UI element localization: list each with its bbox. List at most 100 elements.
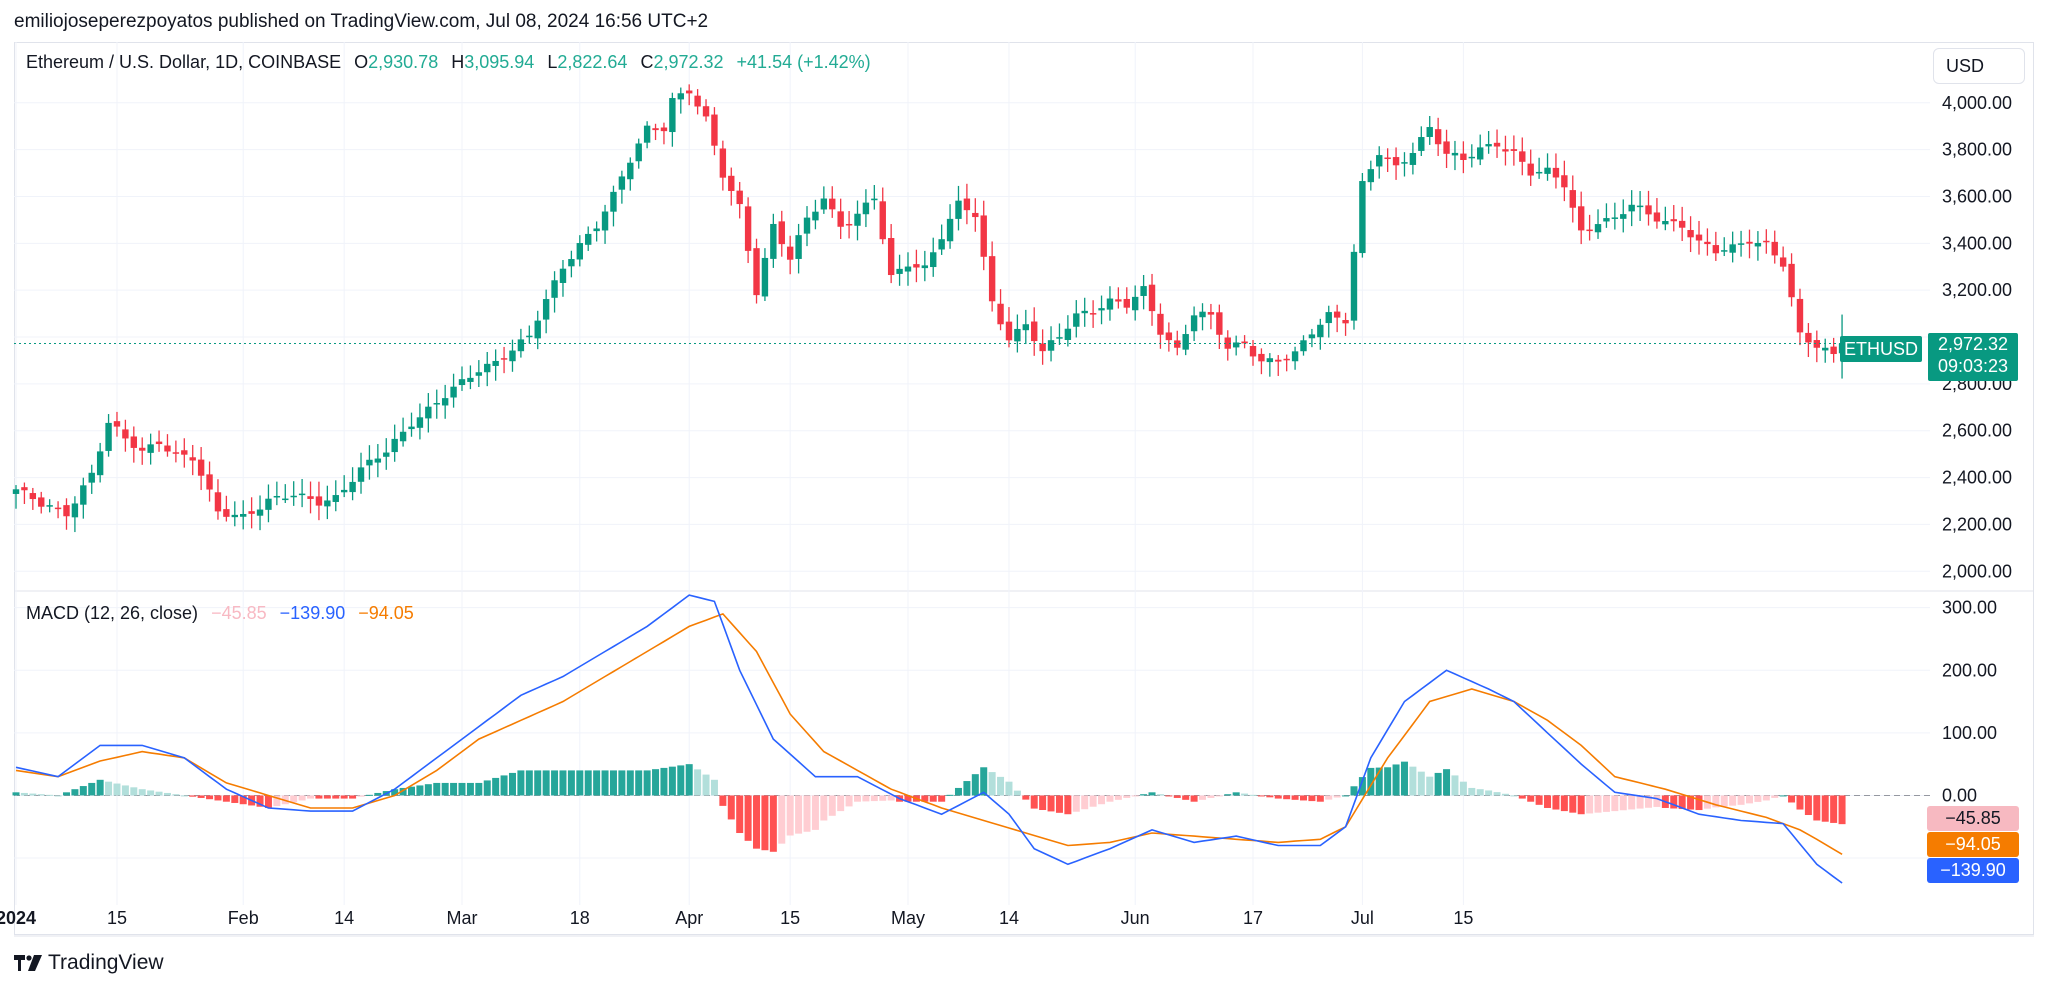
candle-body xyxy=(408,426,415,430)
candle-body xyxy=(686,90,693,94)
legend-high-value: 3,095.94 xyxy=(464,52,535,72)
histogram-bar xyxy=(1838,795,1846,825)
histogram-bar xyxy=(1342,795,1350,797)
histogram-bar xyxy=(1190,795,1198,802)
candle-body xyxy=(282,498,289,501)
histogram-bar xyxy=(1308,795,1316,802)
histogram-bar xyxy=(20,792,28,796)
histogram-bar xyxy=(811,795,819,830)
histogram-bar xyxy=(887,795,895,801)
histogram-bar xyxy=(1098,795,1106,805)
candle-body xyxy=(913,264,920,268)
candle-body xyxy=(248,511,255,514)
histogram-bar xyxy=(525,770,533,796)
candle-body xyxy=(181,450,188,455)
histogram-bar xyxy=(315,795,323,799)
currency-button[interactable]: USD xyxy=(1933,48,2025,84)
time-axis-label: 2024 xyxy=(0,908,36,928)
candle-body xyxy=(694,95,701,107)
candle-body xyxy=(458,379,466,386)
candle-body xyxy=(1005,321,1013,341)
histogram-bar xyxy=(239,795,247,805)
histogram-bar xyxy=(374,792,382,796)
candle-body xyxy=(273,495,281,498)
candle-body xyxy=(122,429,129,439)
candle-body xyxy=(1266,358,1274,363)
brand-name: TradingView xyxy=(48,951,164,974)
histogram-bar xyxy=(1493,792,1501,796)
candle-body xyxy=(601,211,609,231)
histogram-bar xyxy=(399,787,407,796)
histogram-bar xyxy=(971,774,979,796)
candle-body xyxy=(1653,212,1661,222)
histogram-bar xyxy=(778,795,786,844)
histogram-bar xyxy=(668,766,676,796)
candle-body xyxy=(147,444,154,453)
axes: 4,000.00 3,800.00 3,600.00 3,400.00 3,200.00… xyxy=(0,93,2012,928)
time-axis-label: Jun xyxy=(1121,908,1150,928)
histogram-bar xyxy=(1089,795,1097,807)
histogram-bar xyxy=(1148,792,1156,796)
candle-body xyxy=(1510,149,1518,151)
macd-legend: MACD (12, 26, close) −45.85 −139.90 −94.… xyxy=(26,603,414,624)
histogram-bar xyxy=(416,785,424,796)
candle-body xyxy=(1047,340,1055,351)
histogram-bar xyxy=(1745,795,1753,804)
chart-frame xyxy=(14,42,2034,935)
candle-body xyxy=(425,406,432,419)
histogram-bar xyxy=(845,795,853,807)
histogram-bar xyxy=(424,784,432,796)
candle-body xyxy=(778,221,785,245)
candle-body xyxy=(1729,244,1736,253)
histogram-bar xyxy=(214,795,222,801)
histogram-bar xyxy=(1611,795,1619,812)
candle-body xyxy=(1678,220,1686,228)
candle-body xyxy=(744,206,752,251)
candle-body xyxy=(1359,181,1366,254)
histogram-bar xyxy=(349,795,357,799)
candle-body xyxy=(29,493,37,500)
candle-body xyxy=(197,459,205,476)
histogram-bar xyxy=(601,770,609,796)
candle-body xyxy=(38,497,45,507)
candle-body xyxy=(871,198,878,201)
candle-body xyxy=(383,452,390,457)
histogram-bar xyxy=(1182,795,1190,800)
histogram-bar xyxy=(450,782,458,796)
candle-body xyxy=(1535,171,1543,174)
histogram-bar xyxy=(828,795,836,816)
macd-axis-label: 100.00 xyxy=(1942,723,1997,743)
histogram-bar xyxy=(534,770,542,796)
candle-body xyxy=(1426,127,1433,137)
signal-line xyxy=(15,612,1843,855)
candle-body xyxy=(1308,334,1316,339)
candle-body xyxy=(1174,340,1181,348)
histogram-bar xyxy=(1005,781,1013,796)
histogram-bar xyxy=(954,787,962,796)
tradingview-logo[interactable]: TradingView xyxy=(14,951,164,975)
candle-body xyxy=(231,514,238,518)
histogram-bar xyxy=(652,769,660,796)
candle-body xyxy=(332,495,339,502)
histogram-value-tag: −45.85 xyxy=(1927,806,2019,831)
candle-body xyxy=(475,372,483,376)
candle-body xyxy=(1148,284,1156,312)
candle-body xyxy=(1460,153,1467,160)
candle-body xyxy=(113,421,121,427)
histogram-bar xyxy=(1560,795,1568,812)
histogram-bar xyxy=(1569,795,1577,813)
histogram-bar xyxy=(1241,793,1249,796)
candle-body xyxy=(1577,206,1585,231)
histogram-bar xyxy=(1476,789,1484,796)
price-axis-label: 3,200.00 xyxy=(1942,280,2012,300)
histogram-bar xyxy=(1577,795,1585,815)
histogram-bar xyxy=(197,795,205,798)
candle-body xyxy=(568,259,575,267)
histogram-bar xyxy=(786,795,794,836)
histogram-bar xyxy=(408,786,416,796)
histogram-bar xyxy=(963,781,971,796)
time-axis-label: Feb xyxy=(228,908,259,928)
histogram-bar xyxy=(1552,795,1560,810)
candle-body xyxy=(963,198,971,211)
